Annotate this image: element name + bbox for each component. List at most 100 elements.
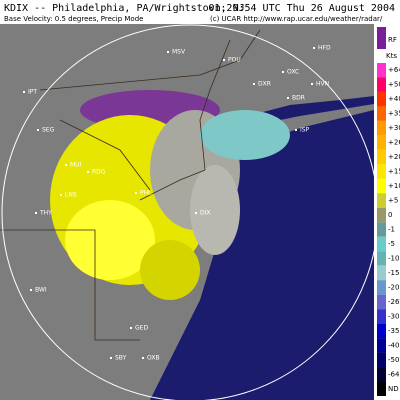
legend-label: +10: [388, 182, 400, 190]
legend-label: -5: [388, 240, 395, 248]
legend-swatch: [377, 120, 386, 136]
place-label: DIX: [200, 210, 211, 217]
legend-swatch: [377, 91, 386, 107]
legend-label: -15: [388, 269, 399, 277]
place-marker: [195, 212, 197, 214]
legend-unit: Kts: [386, 52, 397, 60]
place-marker: [253, 83, 255, 85]
ocean: [150, 110, 374, 400]
legend-label: +64: [388, 66, 400, 74]
place-marker: [142, 357, 144, 359]
legend-swatch: [377, 135, 386, 150]
legend-swatch: [377, 338, 386, 353]
place-marker: [60, 194, 62, 196]
place-marker: [295, 129, 297, 131]
credit: (c) UCAR http://www.rap.ucar.edu/weather…: [210, 15, 383, 23]
legend-label: RF: [388, 36, 397, 44]
place-marker: [65, 164, 67, 166]
legend-label: 0: [388, 211, 392, 219]
legend-label: +50: [388, 81, 400, 89]
legend-label: +15: [388, 168, 400, 176]
legend-label: +20: [388, 153, 400, 161]
legend-swatch: [377, 222, 386, 237]
place-label: OXB: [147, 355, 160, 362]
place-marker: [313, 47, 315, 49]
place-marker: [30, 289, 32, 291]
legend-swatch: [377, 77, 386, 92]
legend-swatch: [377, 106, 386, 121]
legend-swatch: [377, 178, 386, 194]
place-marker: [167, 51, 169, 53]
legend-label: +35: [388, 110, 400, 118]
place-label: SBY: [115, 355, 127, 362]
place-marker: [87, 171, 89, 173]
map: MSV POU HFD DXR OXC BDR HVN ISP IPT SEG MUI RDG LNS T…: [0, 24, 374, 400]
legend-label: -50: [388, 356, 399, 364]
place-label: IPT: [28, 89, 37, 96]
legend-swatch: [377, 280, 386, 295]
place-label: MSV: [172, 49, 186, 56]
place-marker: [37, 129, 39, 131]
place-label: SEG: [42, 127, 55, 134]
place-marker: [223, 59, 225, 61]
place-label: BDR: [292, 95, 305, 102]
legend-swatch: [377, 323, 386, 339]
place-marker: [135, 192, 137, 194]
legend-label: -35: [388, 327, 399, 335]
legend-swatch: [377, 352, 386, 368]
legend-swatch: [377, 207, 386, 223]
place-label: DXR: [258, 81, 271, 88]
legend-swatch: [377, 367, 386, 382]
legend-swatch: [377, 236, 386, 252]
place-label: PHL: [140, 190, 152, 197]
legend-swatch: [377, 381, 386, 396]
legend-swatch: [377, 265, 386, 281]
product: Base Velocity: 0.5 degrees, Precip Mode: [4, 15, 143, 23]
place-label: ISP: [300, 127, 310, 134]
legend-swatch: [377, 27, 386, 49]
legend: RFKts+64+50+40+35+30+26+20+15+10+50-1-5-…: [377, 27, 400, 396]
legend-label: -1: [388, 226, 395, 234]
place-marker: [287, 97, 289, 99]
legend-swatch: [377, 149, 386, 165]
station-title: KDIX -- Philadelphia, PA/Wrightstovn, NJ: [4, 3, 245, 14]
legend-swatch: [377, 63, 386, 78]
legend-swatch: [377, 164, 386, 179]
range-ring: [1, 24, 374, 400]
place-label: MUI: [70, 162, 82, 169]
place-label: HFD: [318, 45, 331, 52]
place-label: THY: [39, 210, 52, 217]
legend-label: +40: [388, 95, 400, 103]
place-marker: [23, 91, 25, 93]
legend-label: -30: [388, 312, 399, 320]
legend-swatch: [377, 309, 386, 324]
place-marker: [110, 357, 112, 359]
legend-swatch: [377, 294, 386, 310]
place-label: LNS: [65, 192, 77, 199]
place-label: POU: [228, 57, 241, 64]
borders: [0, 29, 261, 341]
legend-label: -10: [388, 254, 399, 262]
legend-label: +30: [388, 124, 400, 132]
legend-label: -64: [388, 370, 400, 378]
legend-label: -40: [388, 341, 399, 349]
legend-swatch: [377, 251, 386, 266]
place-label: RDG: [92, 169, 106, 176]
place-label: GED: [135, 325, 148, 332]
time-title: 01:29:54 UTC Thu 26 August 2004: [208, 3, 395, 14]
echoes: [50, 90, 290, 300]
legend-swatch: [377, 193, 386, 208]
legend-label: -20: [388, 283, 399, 291]
place-label: HVN: [316, 81, 329, 88]
legend-label: +5: [388, 197, 398, 205]
place-label: BWI: [35, 287, 47, 294]
place-marker: [311, 83, 313, 85]
legend-label: +26: [388, 139, 400, 147]
legend-label: ND: [388, 385, 399, 393]
place-marker: [35, 212, 37, 214]
place-marker: [130, 327, 132, 329]
place-marker: [282, 71, 284, 73]
legend-label: -26: [388, 298, 400, 306]
place-label: OXC: [287, 69, 299, 76]
